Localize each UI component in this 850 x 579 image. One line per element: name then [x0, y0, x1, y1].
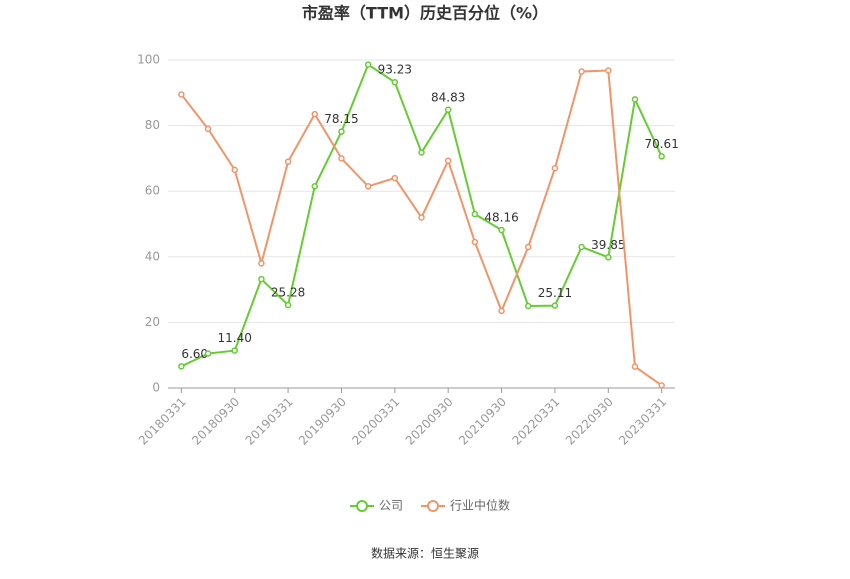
y-tick-label: 60 [145, 184, 160, 198]
point [311, 183, 319, 190]
x-tick-label: 20180930 [189, 395, 242, 448]
data-label: 39.85 [591, 238, 625, 252]
legend-label: 行业中位数 [450, 498, 510, 513]
point [444, 106, 452, 114]
point [284, 158, 292, 165]
point [471, 238, 479, 246]
point [338, 155, 345, 162]
point [231, 347, 238, 354]
point [605, 67, 612, 74]
point [498, 307, 505, 315]
legend-marker [356, 500, 368, 512]
data-label: 48.16 [484, 211, 518, 225]
y-tick-label: 80 [145, 118, 160, 132]
point [284, 301, 292, 309]
y-tick-label: 20 [145, 315, 160, 329]
point [524, 243, 532, 251]
point [471, 210, 479, 218]
data-label: 25.28 [271, 286, 305, 300]
point [178, 91, 185, 98]
x-tick-label: 20200331 [349, 395, 402, 448]
x-tick-label: 20200930 [403, 395, 456, 448]
y-tick-label: 100 [137, 53, 160, 67]
x-tick-label: 20190930 [296, 395, 349, 448]
y-tick-label: 40 [145, 249, 160, 263]
legend-marker [427, 500, 440, 512]
legend-label: 公司 [379, 499, 403, 513]
series-line [180, 69, 663, 387]
point [391, 174, 399, 182]
point [418, 214, 425, 221]
point [364, 183, 372, 190]
point [204, 125, 212, 133]
point [631, 96, 639, 103]
data-label: 70.61 [644, 137, 678, 151]
data-label: 84.83 [431, 90, 465, 104]
point [338, 128, 345, 135]
x-tick-label: 20190331 [243, 395, 296, 448]
x-tick-label: 20220930 [563, 395, 616, 448]
data-label: 93.23 [378, 63, 412, 77]
y-tick-label: 0 [152, 381, 160, 395]
data-label: 6.60 [181, 347, 208, 361]
point [178, 363, 185, 370]
point [551, 164, 559, 172]
point [605, 254, 612, 261]
chart-title: 市盈率（TTM）历史百分位（%） [302, 4, 548, 23]
point [364, 61, 372, 68]
x-tick-label: 20230331 [616, 395, 669, 448]
data-label: 78.15 [324, 112, 358, 126]
point [578, 68, 585, 75]
point [391, 78, 399, 86]
point [231, 166, 238, 174]
data-label: 25.11 [538, 286, 572, 300]
point [258, 260, 265, 267]
source: 数据来源：恒生聚源 [371, 546, 479, 561]
point [524, 302, 532, 310]
data-label: 11.40 [218, 331, 252, 345]
point [444, 157, 452, 164]
point [658, 382, 665, 389]
point [658, 153, 665, 160]
x-tick-label: 20210930 [456, 395, 509, 448]
point [258, 275, 265, 283]
point [631, 363, 639, 370]
point [551, 302, 559, 309]
point [578, 243, 585, 251]
point [311, 110, 319, 118]
point [204, 350, 212, 357]
point [418, 149, 425, 156]
x-tick-label: 20220331 [509, 395, 562, 448]
point [498, 226, 505, 234]
x-tick-label: 20180331 [136, 395, 189, 448]
